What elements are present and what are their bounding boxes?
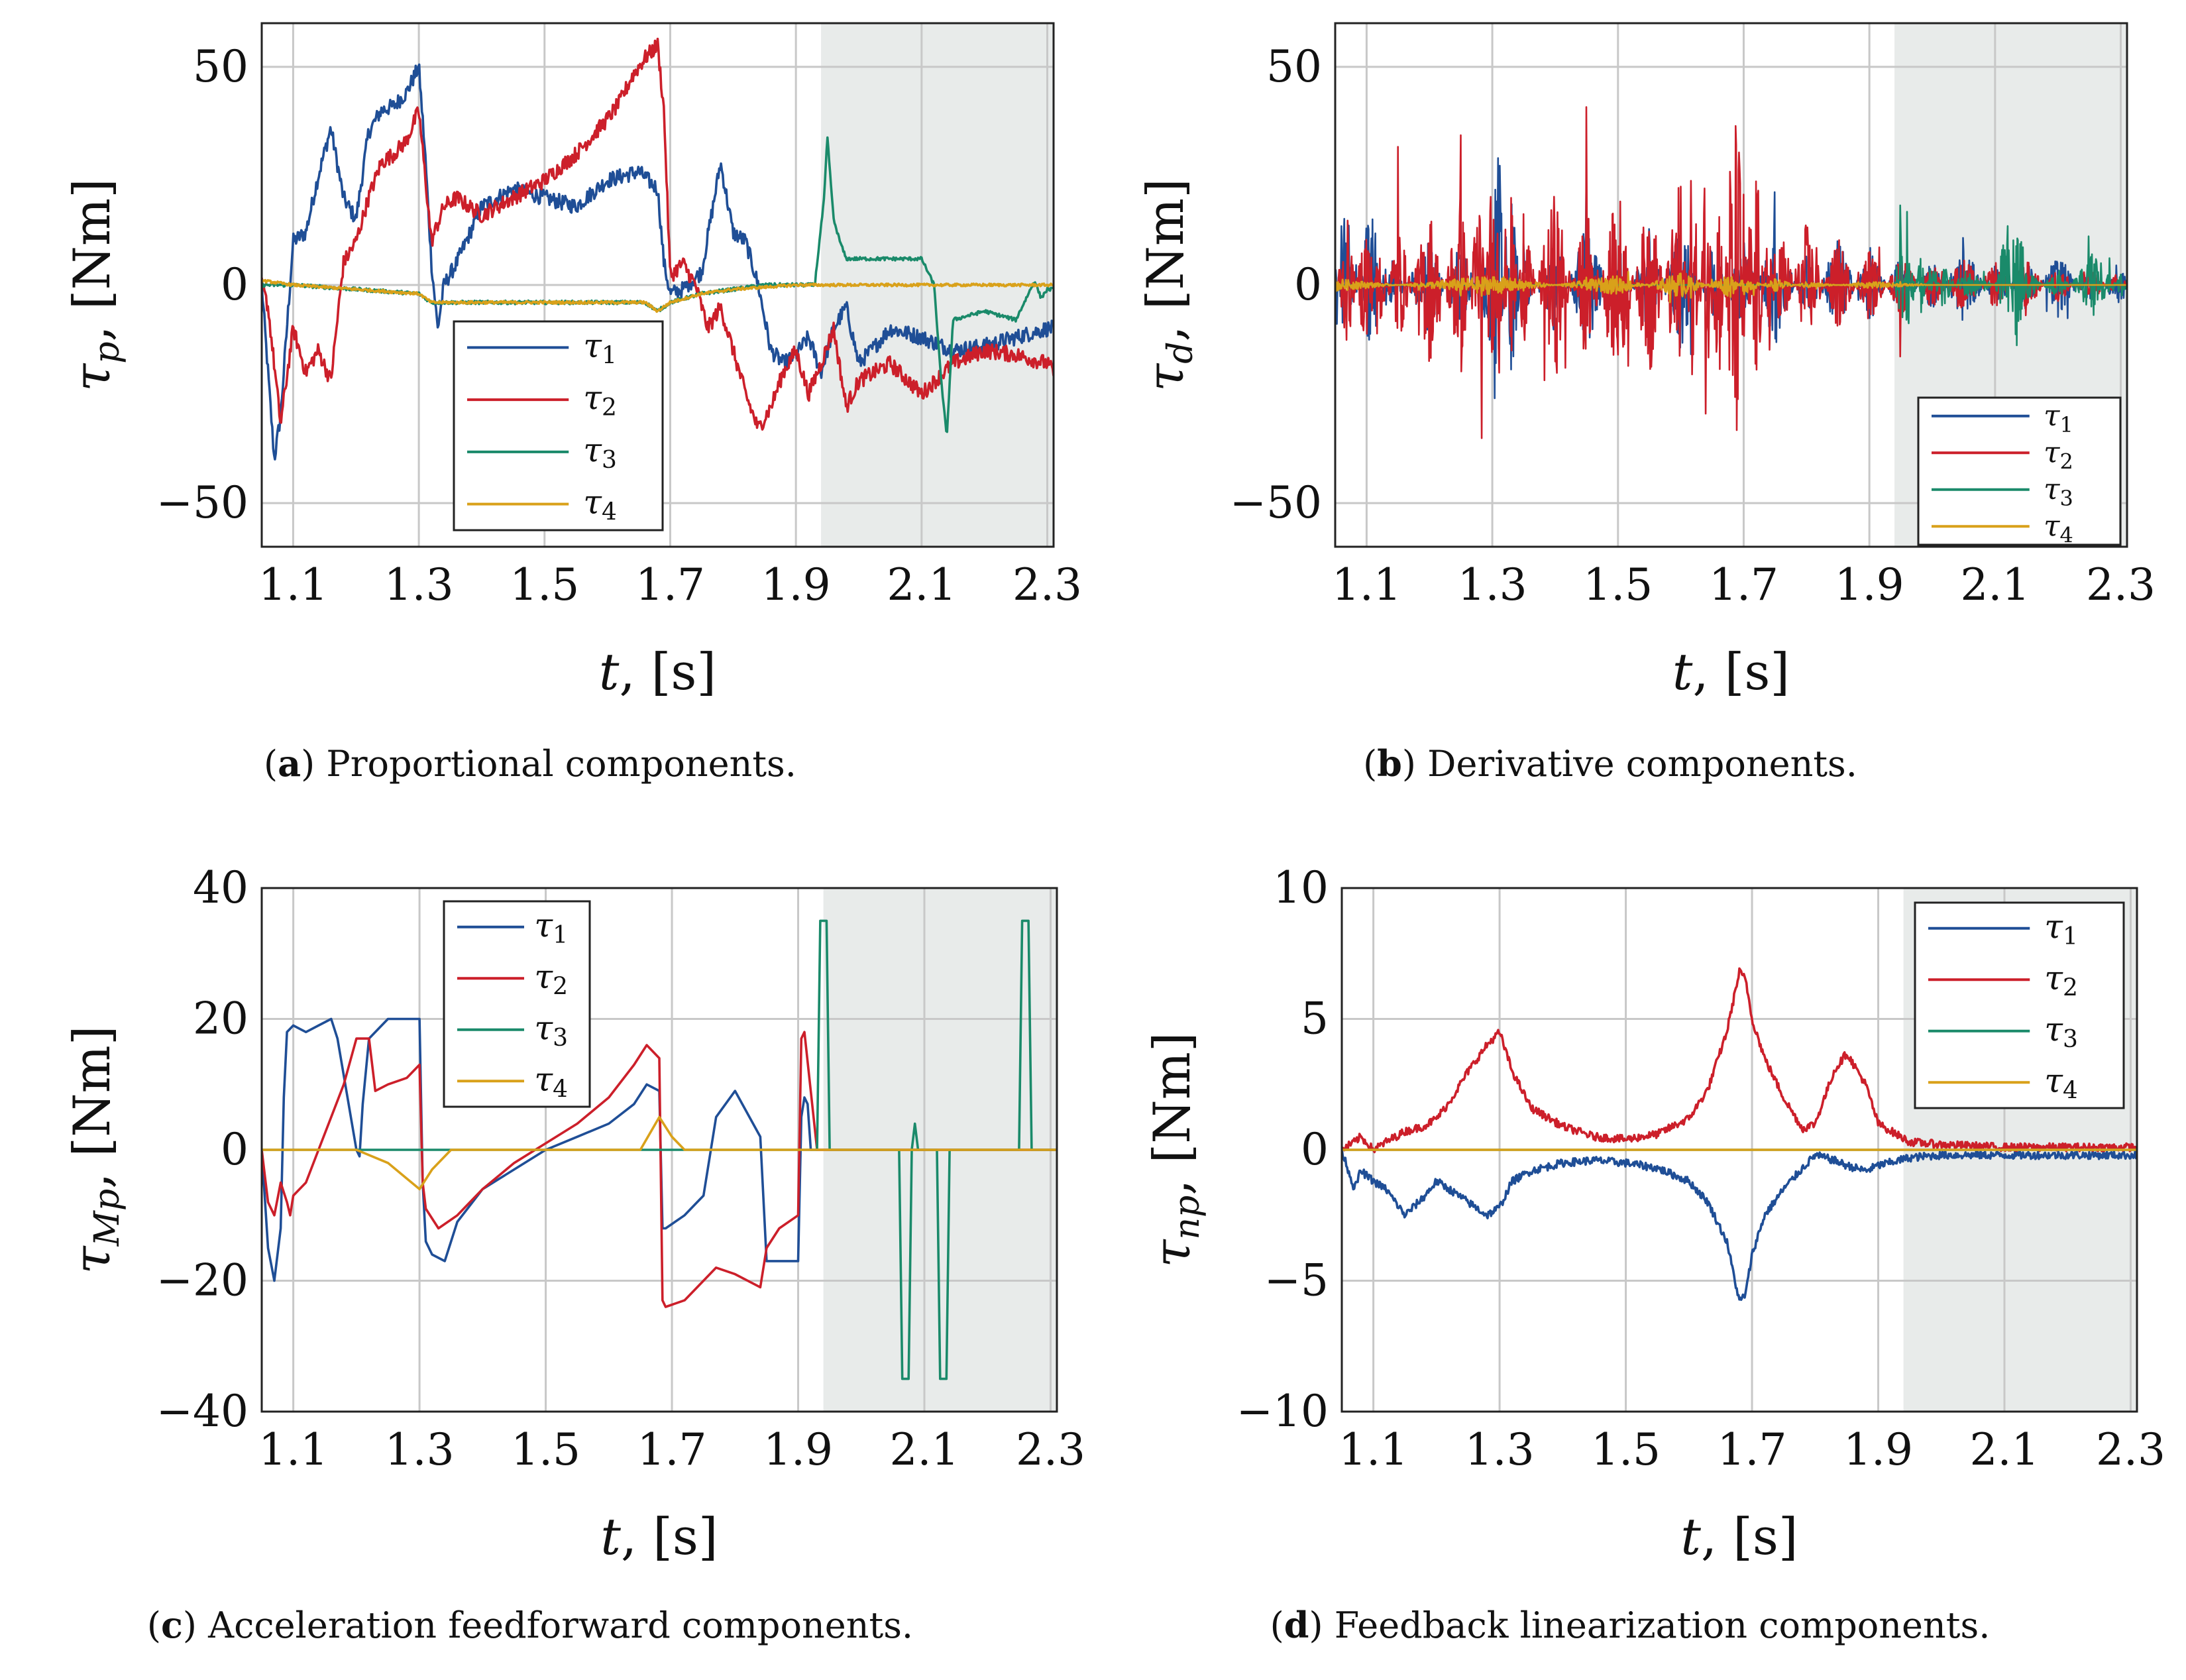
x-tick-label: 1.3 <box>385 1424 455 1475</box>
x-axis-label: t, [s] <box>1672 642 1790 701</box>
x-tick-label: 1.1 <box>1339 1424 1408 1475</box>
x-axis-label: t, [s] <box>1680 1507 1798 1566</box>
x-tick-label: 1.9 <box>1843 1424 1913 1475</box>
x-tick-label: 2.1 <box>1960 559 2030 610</box>
y-tick-label: 40 <box>193 862 248 913</box>
plot-frame <box>260 22 1055 548</box>
legend-entry: τ2 <box>534 957 568 1000</box>
plot-frame <box>260 887 1058 1413</box>
x-tick-label: 2.1 <box>887 559 956 610</box>
y-tick-label: 0 <box>1301 1124 1329 1175</box>
y-tick-label: −40 <box>156 1386 248 1437</box>
x-tick-label: 2.1 <box>1970 1424 2040 1475</box>
legend-entry: τ3 <box>2044 1010 2078 1053</box>
x-tick-label: 1.7 <box>637 1424 707 1475</box>
chart-c: 1.1 1.3 1.5 1.7 1.9 2.1 2.3 40 20 0 −20 −40 t, [s] τM… <box>62 862 1085 1566</box>
y-tick-label: 0 <box>221 259 248 310</box>
series-group <box>1342 967 2137 1301</box>
x-tick-label: 1.9 <box>1835 559 1904 610</box>
x-tick-label: 1.1 <box>258 559 328 610</box>
x-tick-label: 1.3 <box>1465 1424 1535 1475</box>
legend-entry: τ1 <box>2044 399 2073 437</box>
legend-entry: τ3 <box>534 1009 568 1052</box>
x-tick-label: 1.9 <box>763 1424 833 1475</box>
x-axis-label: t, [s] <box>600 1507 718 1566</box>
series-line-tau4 <box>262 278 1054 313</box>
x-tick-label: 1.1 <box>258 1424 328 1475</box>
series-line-tau1 <box>1342 1148 2137 1301</box>
y-tick-label: 50 <box>1266 41 1322 92</box>
y-tick-label: 5 <box>1301 993 1329 1044</box>
legend-entry: τ1 <box>583 326 617 369</box>
legend-entry: τ1 <box>2044 907 2078 950</box>
x-tick-label: 1.3 <box>384 559 454 610</box>
legend-entry: τ4 <box>2044 1061 2078 1104</box>
caption-d: (d) Feedback linearization components. <box>1270 1604 1991 1646</box>
x-tick-label: 2.3 <box>2096 1424 2165 1475</box>
legend: τ1 τ2 τ3 τ4 <box>443 900 591 1108</box>
chart-a: 1.1 1.3 1.5 1.7 1.9 2.1 2.3 50 0 −50 t, [s] τp, [Nm… <box>62 22 1082 701</box>
y-axis-label: τp, [Nm] <box>62 178 127 392</box>
plot-frame <box>1334 22 2128 548</box>
legend: τ1 τ2 τ3 τ4 <box>453 320 664 532</box>
series-line-tau4 <box>1335 270 2127 304</box>
y-tick-label: 0 <box>1294 259 1322 310</box>
legend-entry: τ4 <box>534 1060 568 1103</box>
y-tick-label: 20 <box>193 993 248 1044</box>
x-tick-label: 2.1 <box>890 1424 959 1475</box>
x-tick-label: 1.7 <box>635 559 705 610</box>
y-tick-label: −5 <box>1264 1255 1329 1306</box>
caption-b: (b) Derivative components. <box>1363 742 1857 785</box>
y-tick-label: −50 <box>156 477 248 528</box>
series-line-tau1 <box>262 63 1054 461</box>
y-tick-label: −10 <box>1236 1386 1329 1437</box>
x-tick-label: 1.1 <box>1332 559 1401 610</box>
series-line-tau3 <box>262 919 1057 1380</box>
plot-frame <box>1340 887 2138 1413</box>
y-tick-label: −20 <box>156 1255 248 1306</box>
series-group <box>262 37 1054 461</box>
caption-a: (a) Proportional components. <box>264 742 796 785</box>
x-tick-label: 1.9 <box>761 559 831 610</box>
legend-entry: τ2 <box>583 378 617 421</box>
x-tick-label: 1.5 <box>510 559 579 610</box>
chart-d: 1.1 1.3 1.5 1.7 1.9 2.1 2.3 10 5 0 −5 −10 t, [s] τnp,… <box>1142 862 2165 1566</box>
x-tick-label: 2.3 <box>1016 1424 1085 1475</box>
legend-entry: τ4 <box>2044 509 2073 547</box>
y-tick-label: 50 <box>193 41 248 92</box>
y-axis-label: τd, [Nm] <box>1136 178 1201 392</box>
x-tick-label: 1.3 <box>1458 559 1527 610</box>
series-line-tau2 <box>262 1031 1057 1308</box>
x-tick-label: 2.3 <box>2086 559 2156 610</box>
series-line-tau2 <box>1342 967 2137 1154</box>
y-tick-label: 10 <box>1273 862 1329 913</box>
x-axis-label: t, [s] <box>599 642 716 701</box>
legend-entry: τ3 <box>583 431 617 474</box>
x-tick-label: 1.7 <box>1718 1424 1787 1475</box>
series-line-tau2 <box>262 37 1054 431</box>
series-group <box>1335 106 2127 439</box>
legend: τ1 τ2 τ3 τ4 <box>1914 901 2125 1109</box>
legend-entry: τ1 <box>534 906 568 949</box>
y-tick-label: −50 <box>1230 477 1322 528</box>
series-line-tau2 <box>1335 106 2127 439</box>
legend-entry: τ3 <box>2044 473 2073 511</box>
x-tick-label: 1.5 <box>1583 559 1653 610</box>
y-tick-label: 0 <box>221 1124 248 1175</box>
x-tick-label: 1.5 <box>1591 1424 1661 1475</box>
x-tick-label: 1.5 <box>511 1424 580 1475</box>
x-tick-label: 2.3 <box>1012 559 1082 610</box>
series-group <box>262 919 1057 1380</box>
series-line-tau4 <box>262 1115 1057 1191</box>
y-axis-label: τMp, [Nm] <box>62 1026 127 1274</box>
caption-c: (c) Acceleration feedforward components. <box>146 1604 914 1646</box>
x-tick-label: 1.7 <box>1709 559 1778 610</box>
legend-entry: τ4 <box>583 483 617 526</box>
chart-b: 1.1 1.3 1.5 1.7 1.9 2.1 2.3 50 0 −50 t, [s] τd, [Nm… <box>1136 22 2156 701</box>
legend-entry: τ2 <box>2044 435 2073 474</box>
legend-entry: τ2 <box>2044 958 2078 1001</box>
y-axis-label: τnp, [Nm] <box>1142 1032 1207 1267</box>
